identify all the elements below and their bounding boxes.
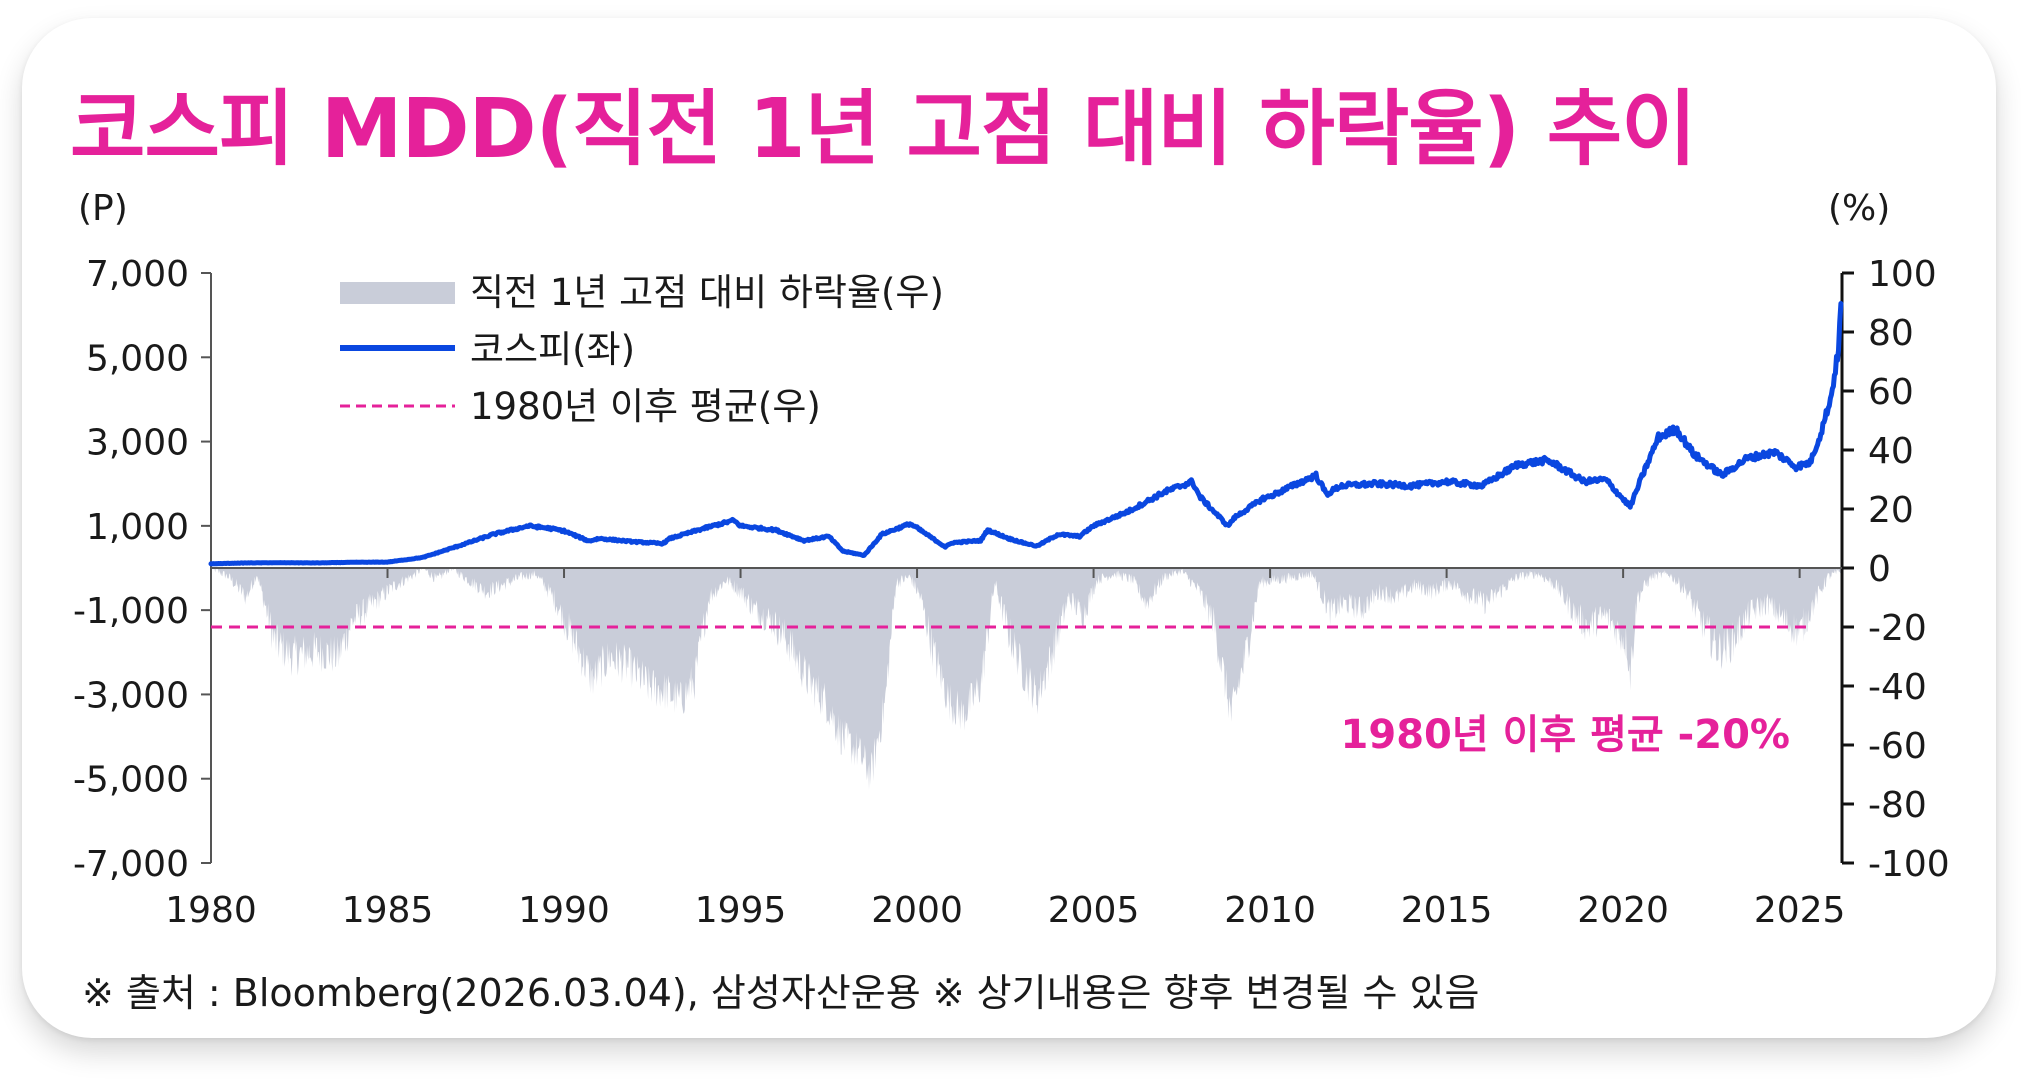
x-tick-label: 2000 <box>871 890 963 931</box>
x-tick-label: 1985 <box>342 890 434 931</box>
right-tick-label: -80 <box>1868 785 1927 826</box>
left-axis-unit: (P) <box>78 188 128 229</box>
left-tick-label: -1,000 <box>73 591 189 632</box>
x-tick-label: 1990 <box>518 890 610 931</box>
x-tick-label: 2020 <box>1577 890 1669 931</box>
kospi-line-layer <box>208 301 1844 567</box>
kospi-line <box>208 301 1844 567</box>
right-tick-label: -40 <box>1868 667 1927 708</box>
left-tick-label: -3,000 <box>73 675 189 716</box>
axes: 7,000 5,000 3,000 1,000 -1,000 -3,000 -5,000 -7… <box>73 254 1950 931</box>
right-tick-label: -100 <box>1868 844 1950 885</box>
source-footer: ※ 출처 : Bloomberg(2026.03.04), 삼성자산운용 ※ 상… <box>82 971 1480 1015</box>
legend-label-average: 1980년 이후 평균(우) <box>470 385 821 428</box>
x-tick-label: 1995 <box>695 890 787 931</box>
left-tick-label: 7,000 <box>86 254 189 295</box>
legend: 직전 1년 고점 대비 하락율(우) 코스피(좌) 1980년 이후 평균(우) <box>340 271 944 428</box>
legend-label-kospi: 코스피(좌) <box>470 328 635 371</box>
left-tick-label: 5,000 <box>86 338 189 379</box>
average-annotation: 1980년 이후 평균 -20% <box>1341 712 1790 758</box>
right-tick-label: -60 <box>1868 726 1927 767</box>
right-tick-label: -20 <box>1868 608 1927 649</box>
left-tick-label: -5,000 <box>73 760 189 801</box>
legend-swatch-area <box>340 282 455 304</box>
right-tick-label: 40 <box>1868 431 1914 472</box>
page-title: 코스피 MDD(직전 1년 고점 대비 하락율) 추이 <box>70 82 1697 177</box>
x-tick-label: 2015 <box>1401 890 1493 931</box>
right-tick-label: 0 <box>1868 549 1891 590</box>
chart-card <box>22 18 1996 1038</box>
x-tick-label: 1980 <box>165 890 257 931</box>
right-tick-label: 80 <box>1868 313 1914 354</box>
right-tick-label: 20 <box>1868 490 1914 531</box>
drawdown-area-layer <box>211 568 1841 790</box>
x-tick-label: 2025 <box>1754 890 1846 931</box>
left-tick-label: 1,000 <box>86 507 189 548</box>
right-tick-label: 100 <box>1868 254 1937 295</box>
right-tick-label: 60 <box>1868 372 1914 413</box>
right-axis-unit: (%) <box>1828 188 1890 229</box>
left-tick-label: 3,000 <box>86 423 189 464</box>
left-tick-label: -7,000 <box>73 844 189 885</box>
legend-label-drawdown: 직전 1년 고점 대비 하락율(우) <box>470 271 944 314</box>
x-tick-label: 2005 <box>1048 890 1140 931</box>
x-tick-label: 2010 <box>1224 890 1316 931</box>
drawdown-area <box>211 568 1841 790</box>
